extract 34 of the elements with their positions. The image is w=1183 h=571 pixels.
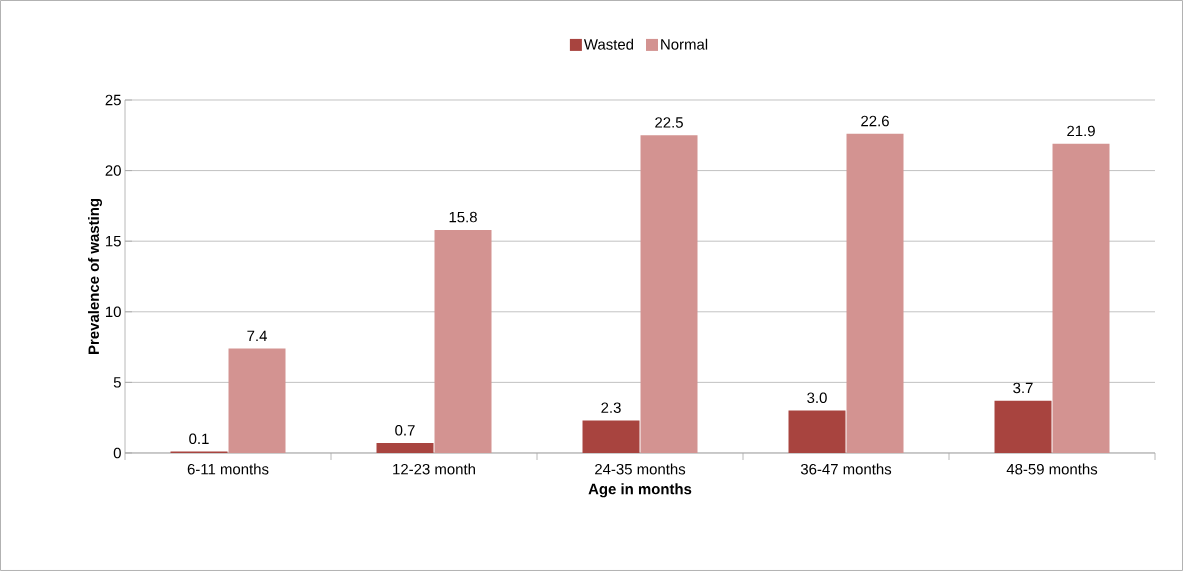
bar	[582, 420, 640, 453]
data-label: 0.1	[189, 433, 209, 445]
legend-label: Wasted	[583, 38, 634, 50]
x-tick-label: 12-23 month	[393, 463, 475, 475]
x-axis-title: Age in months	[588, 483, 692, 498]
x-tick-label: 6-11 months	[187, 463, 269, 475]
data-label: 3.0	[807, 392, 827, 404]
data-label: 22.5	[655, 117, 683, 128]
bar	[640, 135, 698, 453]
data-label: 2.3	[601, 402, 621, 413]
data-label: 21.9	[1067, 125, 1095, 137]
bar	[994, 400, 1052, 453]
x-tick-label: 36-47 months	[800, 463, 892, 475]
bar	[788, 410, 846, 453]
y-axis-title: Prevalence of wasting	[88, 199, 103, 354]
data-label: 7.4	[247, 330, 267, 341]
y-tick-label: 10	[106, 306, 121, 318]
y-tick-label: 5	[113, 377, 121, 388]
legend-label: Normal	[661, 38, 708, 50]
data-label: 3.7	[1013, 382, 1033, 394]
x-tick-label: 48-59 months	[1006, 463, 1098, 475]
y-tick-label: 20	[105, 165, 121, 176]
x-tick-label: 24-35 months	[595, 463, 686, 475]
y-tick-label: 15	[106, 235, 121, 247]
data-label: 15.8	[449, 211, 477, 223]
bar	[228, 348, 286, 453]
bar	[434, 229, 492, 453]
y-tick-label: 25	[105, 94, 121, 106]
bar	[1052, 143, 1110, 453]
y-tick-label: 0	[113, 447, 121, 459]
data-label: 0.7	[395, 425, 415, 436]
bar	[846, 133, 904, 453]
bar	[376, 443, 434, 453]
data-label: 22.6	[861, 115, 889, 127]
